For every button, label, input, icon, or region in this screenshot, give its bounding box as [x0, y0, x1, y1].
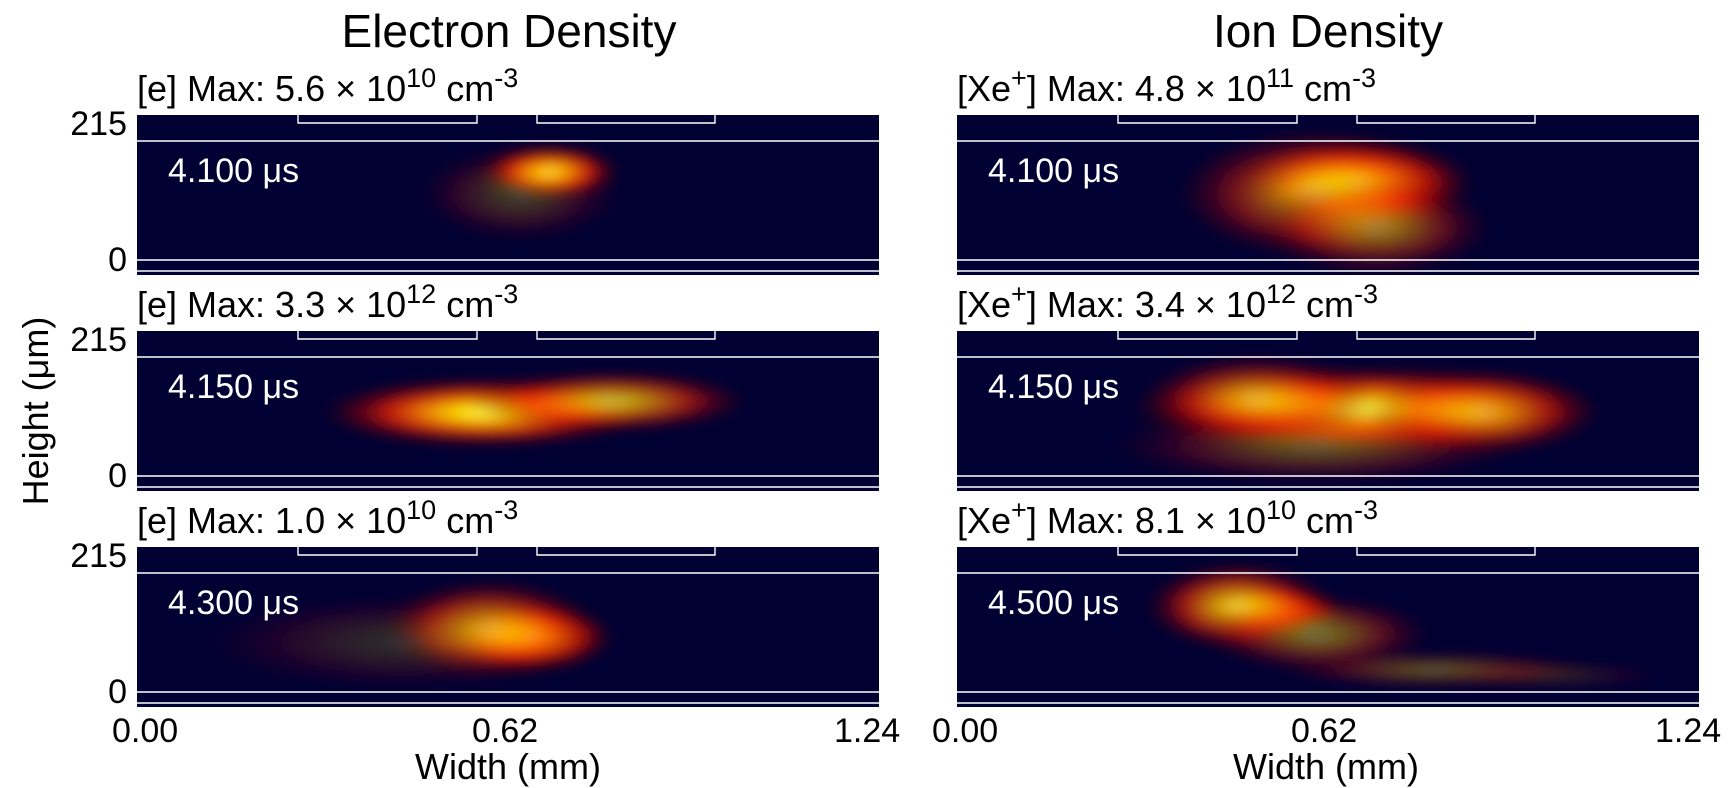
ion-column-title: Ion Density — [1212, 5, 1444, 57]
panel-title-2: [e] Max: 3.3 × 1012 cm-3 — [137, 279, 519, 325]
y-tick-0-row-0: 0 — [108, 241, 127, 279]
panel-title-3: [Xe+] Max: 3.4 × 1012 cm-3 — [957, 279, 1379, 325]
x-axis-label-right: Width (mm) — [1233, 746, 1419, 787]
density-blobs — [1172, 127, 1496, 275]
time-label: 4.300 μs — [168, 584, 299, 622]
heatmap-panel-5: 4.500 μs — [957, 545, 1699, 707]
panel-title-1: [Xe+] Max: 4.8 × 1011 cm-3 — [957, 63, 1377, 109]
electrode-0 — [1117, 329, 1298, 340]
x-tick-left-0: 0.00 — [112, 712, 179, 750]
electrode-0 — [1117, 545, 1298, 556]
y-tick-0-row-2: 0 — [108, 673, 127, 711]
x-tick-right-1: 0.62 — [1291, 712, 1358, 750]
electrode-0 — [1117, 113, 1298, 124]
x-tick-left-1: 0.62 — [472, 712, 539, 750]
electrode-1 — [1356, 113, 1536, 124]
time-label: 4.150 μs — [168, 368, 299, 406]
electrode-1 — [536, 113, 716, 124]
density-blobs — [316, 370, 754, 448]
time-label: 4.100 μs — [168, 152, 299, 190]
heatmap-panel-4: 4.300 μs — [137, 545, 879, 707]
y-tick-0-row-1: 0 — [108, 457, 127, 495]
heatmap-panel-2: 4.150 μs — [137, 329, 879, 491]
density-blob — [466, 370, 754, 433]
electrode-1 — [536, 329, 716, 340]
electrode-1 — [1356, 545, 1536, 556]
density-blobs — [412, 143, 628, 244]
x-tick-right-2: 1.24 — [1655, 712, 1722, 750]
electrode-0 — [297, 545, 478, 556]
time-label: 4.100 μs — [988, 152, 1119, 190]
electrode-1 — [536, 545, 716, 556]
y-tick-215-row-1: 215 — [70, 321, 127, 359]
panel-title-0: [e] Max: 5.6 × 1010 cm-3 — [137, 63, 519, 109]
electrode-0 — [297, 113, 478, 124]
time-label: 4.500 μs — [988, 584, 1119, 622]
y-tick-215-row-2: 215 — [70, 537, 127, 575]
density-blob — [412, 143, 628, 244]
density-blob — [1435, 662, 1676, 689]
heatmap-panel-3: 4.150 μs — [957, 329, 1699, 491]
density-blob — [190, 592, 622, 692]
electrode-0 — [297, 329, 478, 340]
density-blob — [1256, 176, 1496, 275]
electron-column-title: Electron Density — [341, 5, 677, 57]
density-blob — [1100, 406, 1532, 485]
heatmap-panel-0: 4.100 μs — [137, 113, 879, 275]
electrode-1 — [1356, 329, 1536, 340]
x-tick-right-0: 0.00 — [932, 712, 999, 750]
panel-title-5: [Xe+] Max: 8.1 × 1010 cm-3 — [957, 495, 1379, 541]
x-axis-label-left: Width (mm) — [415, 746, 601, 787]
density-blobs — [1142, 561, 1676, 689]
time-label: 4.150 μs — [988, 368, 1119, 406]
panel-title-4: [e] Max: 1.0 × 1010 cm-3 — [137, 495, 519, 541]
heatmap-panel-1: 4.100 μs — [957, 113, 1699, 275]
x-tick-left-2: 1.24 — [834, 712, 901, 750]
density-blobs — [1100, 354, 1604, 485]
y-tick-215-row-0: 215 — [70, 105, 127, 143]
density-blobs — [190, 578, 622, 692]
density-blob — [1196, 595, 1436, 673]
